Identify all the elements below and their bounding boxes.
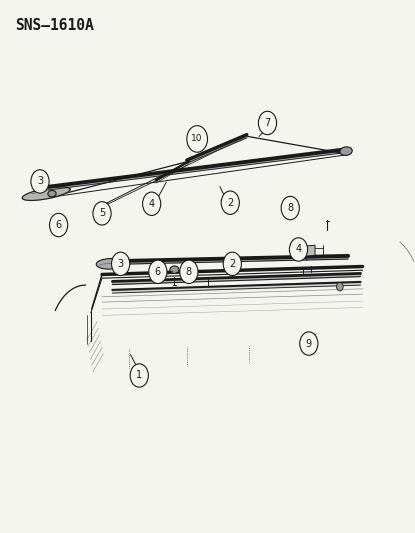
Text: 1: 1 xyxy=(136,370,142,381)
Text: 8: 8 xyxy=(186,267,192,277)
Circle shape xyxy=(130,364,148,387)
Ellipse shape xyxy=(96,259,124,269)
Polygon shape xyxy=(22,187,70,200)
Circle shape xyxy=(221,191,239,214)
Circle shape xyxy=(187,126,208,152)
Text: 5: 5 xyxy=(99,208,105,219)
Text: 4: 4 xyxy=(295,245,302,254)
Polygon shape xyxy=(187,135,247,164)
Ellipse shape xyxy=(170,266,179,273)
Circle shape xyxy=(180,260,198,284)
Text: 9: 9 xyxy=(306,338,312,349)
Text: SNS—1610A: SNS—1610A xyxy=(15,18,94,33)
Ellipse shape xyxy=(48,190,56,197)
Text: 3: 3 xyxy=(37,176,43,187)
Polygon shape xyxy=(48,150,344,190)
Circle shape xyxy=(31,169,49,193)
Circle shape xyxy=(143,192,161,215)
Circle shape xyxy=(337,282,343,291)
Circle shape xyxy=(223,252,242,276)
Text: 8: 8 xyxy=(287,203,293,213)
Circle shape xyxy=(93,201,111,225)
Text: 6: 6 xyxy=(56,220,62,230)
Circle shape xyxy=(112,252,130,276)
Ellipse shape xyxy=(340,147,352,156)
Text: 2: 2 xyxy=(229,259,235,269)
Polygon shape xyxy=(113,256,348,264)
Polygon shape xyxy=(303,245,315,256)
Circle shape xyxy=(281,196,299,220)
Text: 10: 10 xyxy=(191,134,203,143)
Text: 7: 7 xyxy=(264,118,271,128)
Circle shape xyxy=(289,238,308,261)
Circle shape xyxy=(259,111,276,135)
Text: 4: 4 xyxy=(149,199,155,209)
Text: 3: 3 xyxy=(117,259,124,269)
Circle shape xyxy=(49,213,68,237)
Circle shape xyxy=(149,260,167,284)
Text: 2: 2 xyxy=(227,198,233,208)
Text: 6: 6 xyxy=(155,267,161,277)
Polygon shape xyxy=(112,282,361,293)
Circle shape xyxy=(300,332,318,356)
Polygon shape xyxy=(112,273,361,285)
